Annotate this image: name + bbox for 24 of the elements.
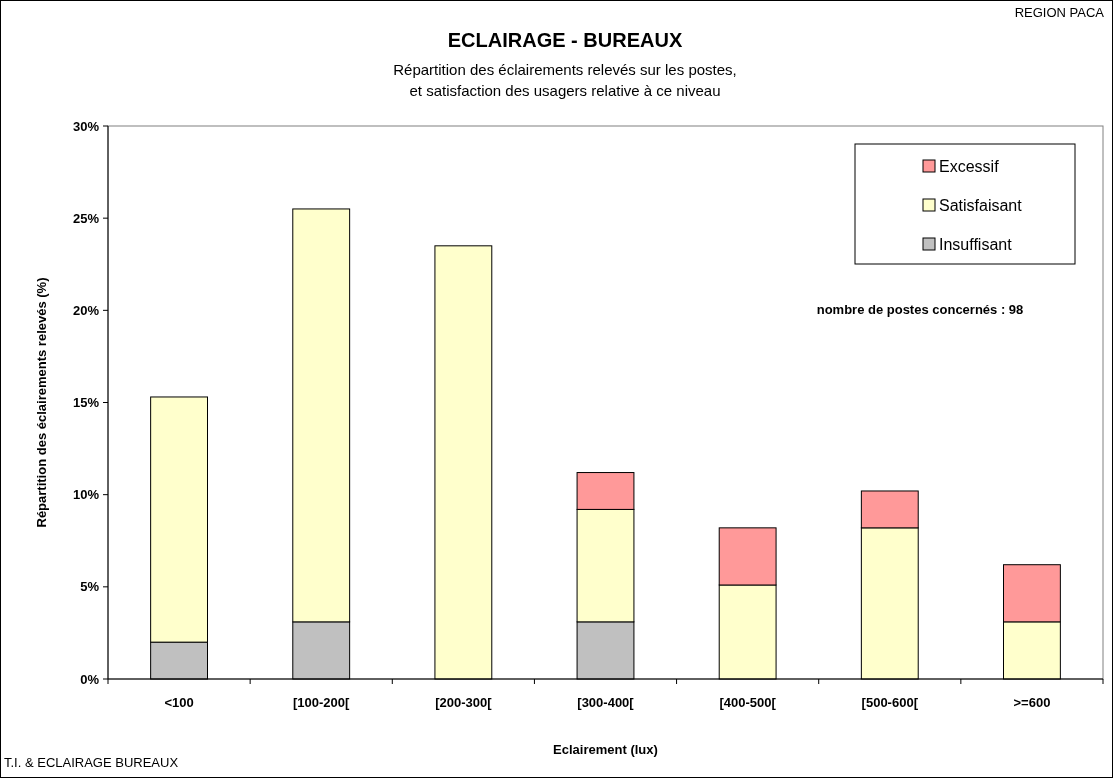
x-tick-label: >=600 (1013, 695, 1051, 710)
chart-title: ECLAIRAGE - BUREAUX (447, 29, 683, 51)
chart-subtitle: Répartition des éclairements relevés sur les postes, et satisfaction des usagers relative à ce niveau (393, 61, 737, 99)
y-tick-label: 15% (72, 395, 100, 411)
x-tick-label: [300-400[ (577, 695, 635, 710)
x-tick-label: [500-600[ (861, 695, 919, 710)
y-axis-title: Répartition des éclairements relevés (%) (34, 277, 49, 528)
legend-label: Satisfaisant (939, 197, 1023, 214)
x-tick-label: [200-300[ (435, 695, 493, 710)
text: T.I. & ECLAIRAGE BUREAUX (4, 755, 179, 770)
x-tick-label: <100 (164, 695, 194, 710)
x-tick-label: [400-500[ (719, 695, 777, 710)
legend-label: Insuffisant (939, 236, 1013, 253)
y-tick-label: 20% (72, 302, 100, 318)
y-tick-label: 30% (72, 118, 100, 134)
y-tick-label: 0% (80, 671, 100, 687)
annotation: nombre de postes concernés : 98 (816, 302, 1024, 317)
x-tick-label: [100-200[ (293, 695, 351, 710)
legend-label: Excessif (939, 158, 1000, 175)
y-tick-label: 5% (80, 579, 100, 595)
y-tick-label: 10% (72, 487, 100, 503)
text: REGION PACA (1014, 5, 1105, 20)
x-axis-title: Eclairement (lux) (553, 742, 658, 757)
y-tick-label: 25% (72, 210, 100, 226)
